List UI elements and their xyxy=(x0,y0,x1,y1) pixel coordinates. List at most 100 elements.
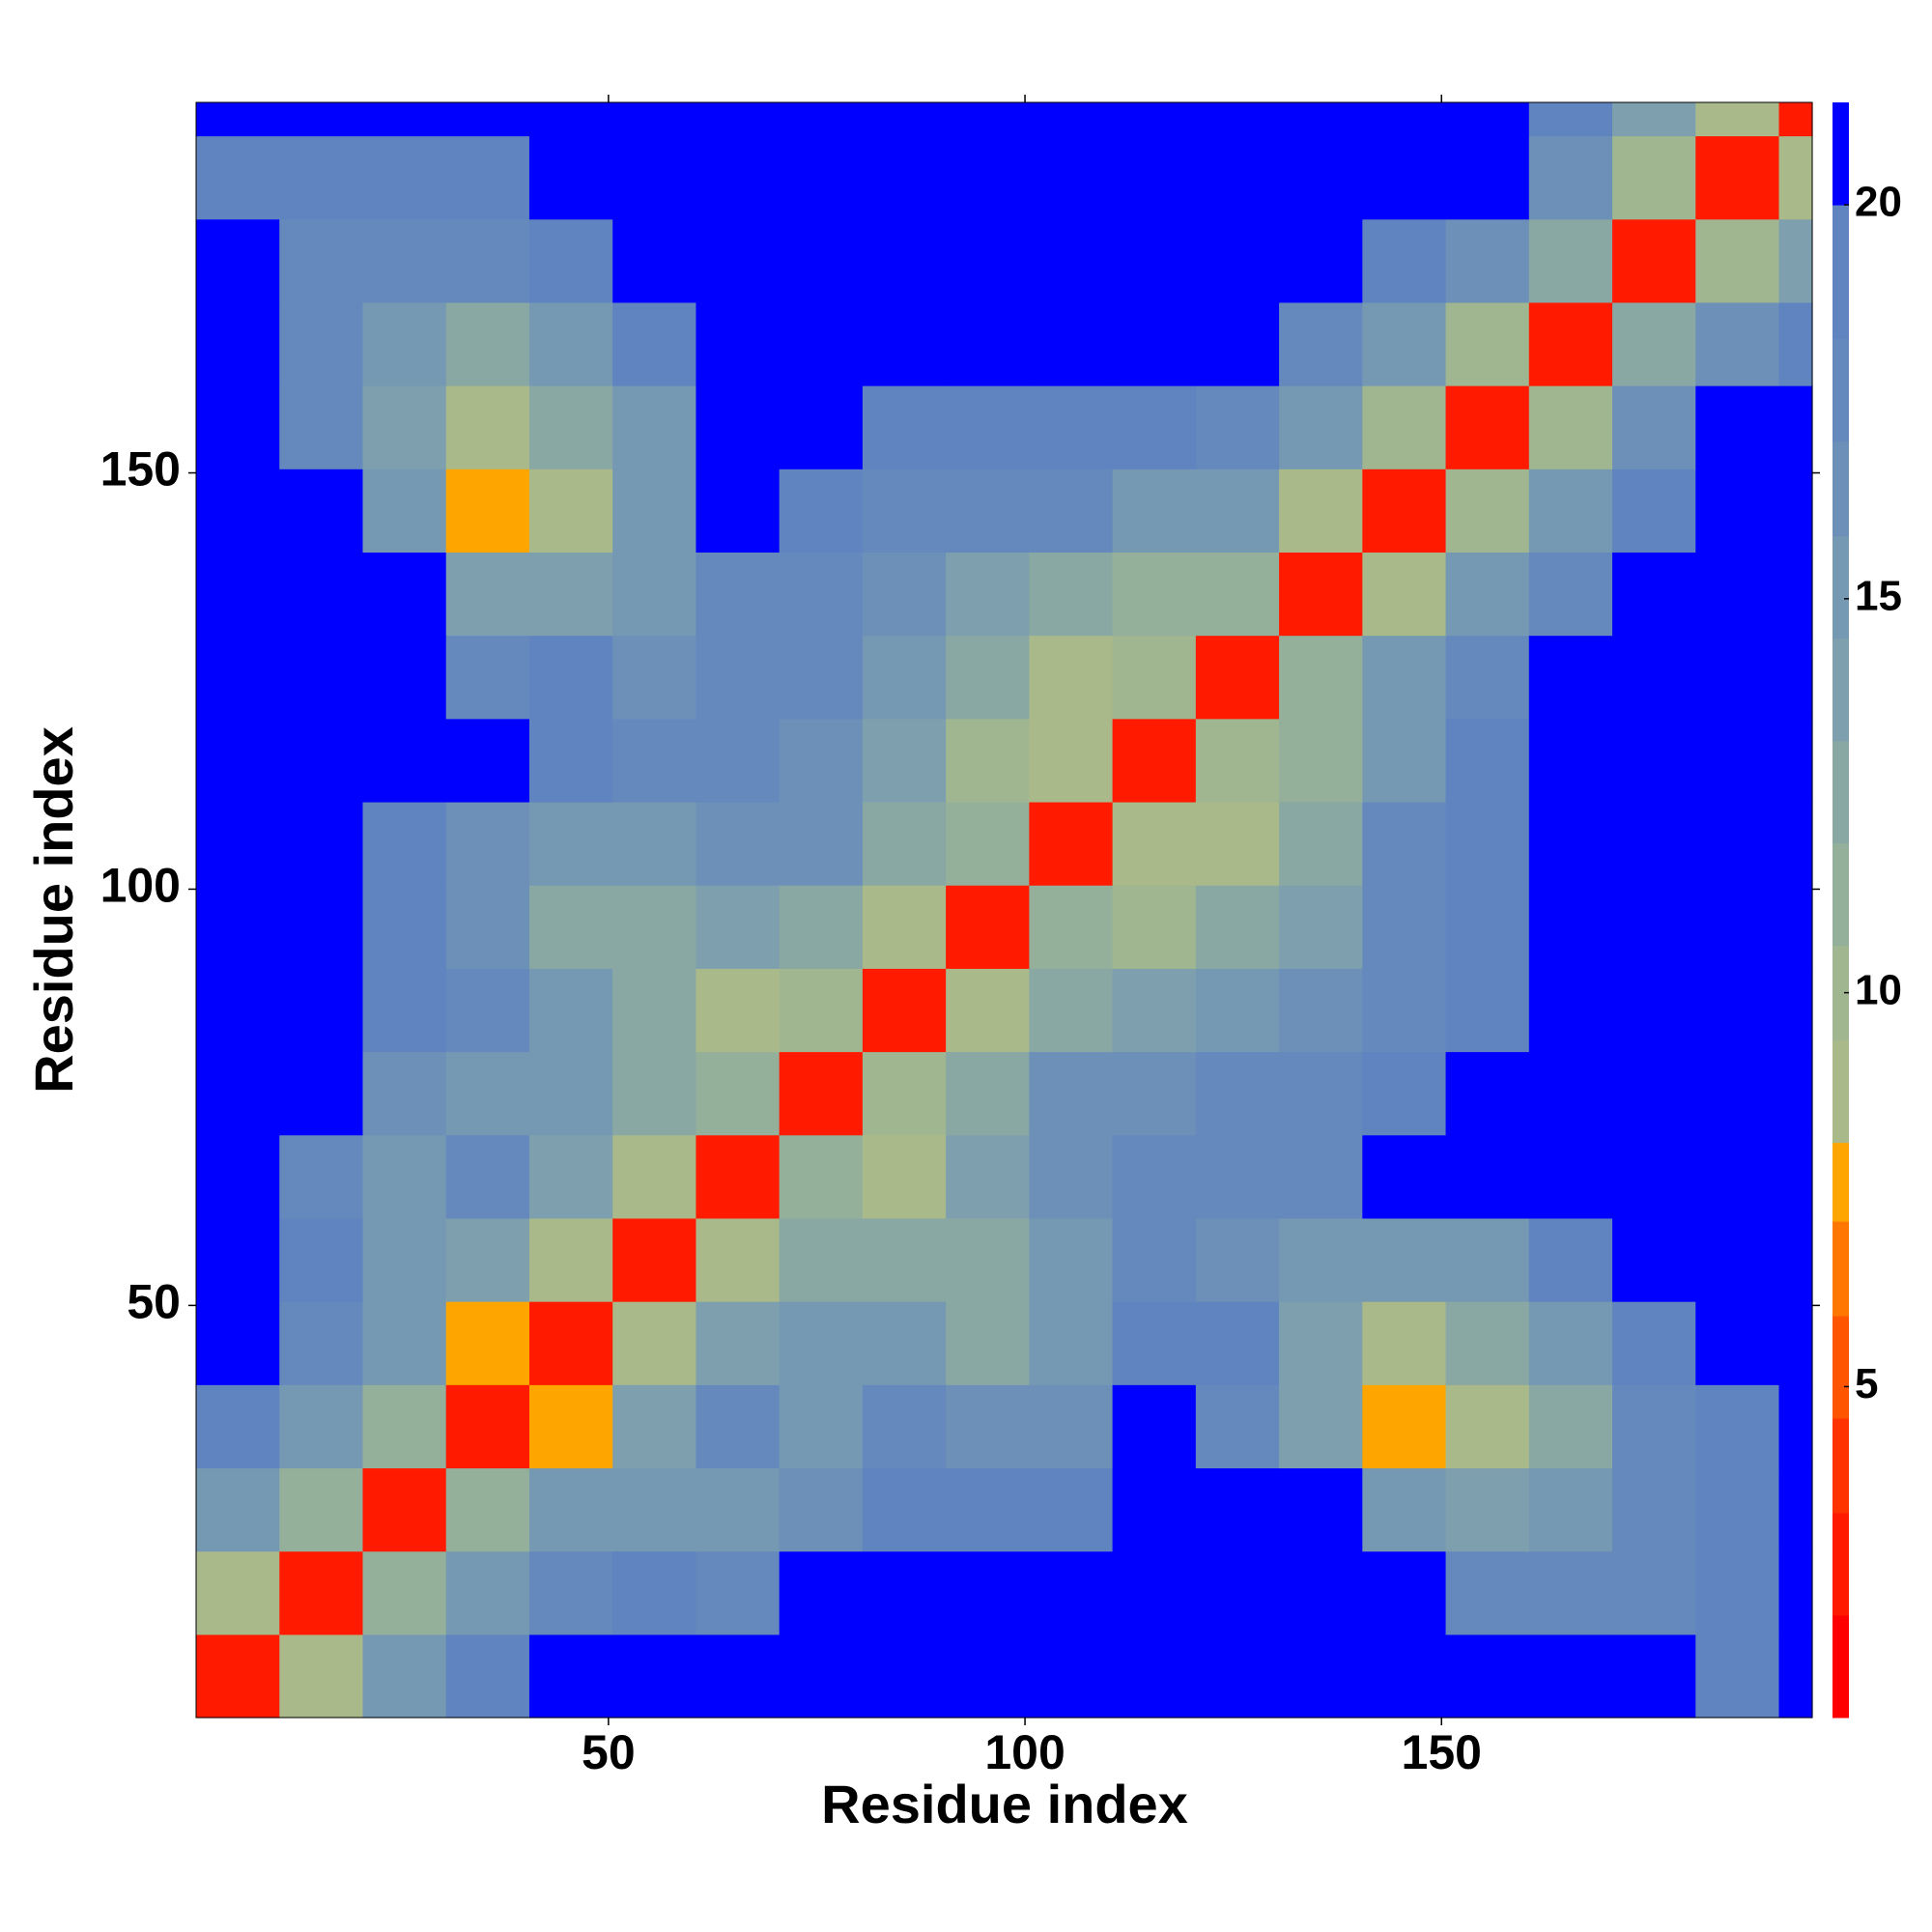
heatmap-cell xyxy=(528,1467,613,1552)
heatmap-cell xyxy=(362,1550,447,1635)
heatmap-cell xyxy=(528,968,613,1053)
heatmap-cell xyxy=(362,801,447,886)
heatmap-cell xyxy=(1195,1467,1280,1552)
colorbar-band xyxy=(1833,945,1849,1041)
heatmap-cell xyxy=(279,1634,364,1719)
heatmap-cell xyxy=(1612,135,1696,220)
heatmap-cell xyxy=(1362,469,1447,554)
heatmap-cell xyxy=(779,1550,864,1635)
heatmap-cell xyxy=(862,885,947,969)
heatmap-cell xyxy=(696,1217,781,1302)
heatmap-cell xyxy=(612,968,697,1053)
heatmap-cell xyxy=(1612,885,1696,969)
heatmap-cell xyxy=(779,385,864,469)
heatmap-cell xyxy=(1778,1217,1813,1302)
heatmap-cell xyxy=(1778,135,1813,220)
heatmap-cell xyxy=(196,135,280,220)
heatmap-cell xyxy=(362,1051,447,1136)
heatmap-cell xyxy=(612,1634,697,1719)
heatmap-cell xyxy=(612,1051,697,1136)
heatmap-cell xyxy=(1778,552,1813,637)
heatmap-cell xyxy=(1528,218,1613,303)
heatmap-cell xyxy=(1778,1301,1813,1385)
heatmap-cell xyxy=(696,1467,781,1552)
heatmap-cell xyxy=(1279,469,1363,554)
heatmap-cell xyxy=(862,968,947,1053)
heatmap-cell xyxy=(1112,1301,1197,1385)
heatmap-cell xyxy=(1029,301,1114,386)
heatmap-cell xyxy=(1445,1134,1530,1219)
heatmap-cell xyxy=(362,718,447,803)
heatmap-cell xyxy=(279,552,364,637)
heatmap-cell xyxy=(1362,1384,1447,1469)
heatmap-cell xyxy=(362,102,447,137)
heatmap-cell xyxy=(1195,801,1280,886)
heatmap-cell xyxy=(1695,1384,1780,1469)
heatmap-cell xyxy=(1528,301,1613,386)
heatmap-cell xyxy=(1612,1384,1696,1469)
heatmap-cell xyxy=(862,1384,947,1469)
heatmap-cell xyxy=(1112,469,1197,554)
heatmap-cell xyxy=(779,1134,864,1219)
heatmap-cell xyxy=(196,718,280,803)
heatmap-cell xyxy=(1195,385,1280,469)
heatmap-cell xyxy=(1695,385,1780,469)
heatmap-cell xyxy=(1362,1550,1447,1635)
colorbar-band xyxy=(1833,102,1849,206)
heatmap-cell xyxy=(1029,718,1114,803)
heatmap-cell xyxy=(196,1051,280,1136)
heatmap-cell xyxy=(779,1301,864,1385)
heatmap-cell xyxy=(862,1301,947,1385)
heatmap-cell xyxy=(1279,1634,1363,1719)
heatmap-cell xyxy=(696,552,781,637)
heatmap-cell xyxy=(1195,1384,1280,1469)
heatmap-cell xyxy=(696,635,781,720)
heatmap-cell xyxy=(1195,469,1280,554)
heatmap-cell xyxy=(362,635,447,720)
heatmap-cell xyxy=(779,1467,864,1552)
heatmap-cell xyxy=(1778,301,1813,386)
heatmap-cell xyxy=(696,1550,781,1635)
heatmap-cell xyxy=(1528,102,1613,137)
heatmap-cell xyxy=(946,1467,1030,1552)
heatmap-cell xyxy=(1195,1051,1280,1136)
heatmap-cell xyxy=(696,801,781,886)
heatmap-cell xyxy=(1195,1550,1280,1635)
heatmap-cell xyxy=(196,102,280,137)
heatmap-cell xyxy=(1029,218,1114,303)
heatmap-cell xyxy=(1445,635,1530,720)
heatmap-cell xyxy=(696,1384,781,1469)
heatmap-cell xyxy=(1612,218,1696,303)
heatmap-cell xyxy=(696,1634,781,1719)
colorbar-band xyxy=(1833,440,1849,537)
heatmap-cell xyxy=(1279,135,1363,220)
heatmap-cell xyxy=(528,718,613,803)
heatmap-cell xyxy=(362,385,447,469)
heatmap-cell xyxy=(946,1550,1030,1635)
heatmap-cell xyxy=(779,552,864,637)
heatmap-cell xyxy=(1029,385,1114,469)
heatmap-cell xyxy=(779,801,864,886)
heatmap-cell xyxy=(1112,1384,1197,1469)
heatmap-cell xyxy=(279,635,364,720)
heatmap-cell xyxy=(445,718,530,803)
heatmap-cell xyxy=(946,385,1030,469)
heatmap-cell xyxy=(1195,718,1280,803)
heatmap-cell xyxy=(1279,102,1363,137)
heatmap-cell xyxy=(196,1634,280,1719)
heatmap-cell xyxy=(1279,885,1363,969)
heatmap-cell xyxy=(1612,1634,1696,1719)
heatmap-cell xyxy=(1778,1384,1813,1469)
heatmap-cell xyxy=(862,1634,947,1719)
heatmap-cell xyxy=(1195,1301,1280,1385)
heatmap-cell xyxy=(1279,1134,1363,1219)
heatmap-cell xyxy=(1612,718,1696,803)
heatmap-cell xyxy=(612,1550,697,1635)
colorbar-band xyxy=(1833,842,1849,947)
heatmap-cell xyxy=(1362,1467,1447,1552)
heatmap-cell xyxy=(445,469,530,554)
heatmap-cell xyxy=(279,1134,364,1219)
colorbar-band xyxy=(1833,1221,1849,1317)
heatmap-cell xyxy=(1362,102,1447,137)
heatmap-cell xyxy=(1195,135,1280,220)
